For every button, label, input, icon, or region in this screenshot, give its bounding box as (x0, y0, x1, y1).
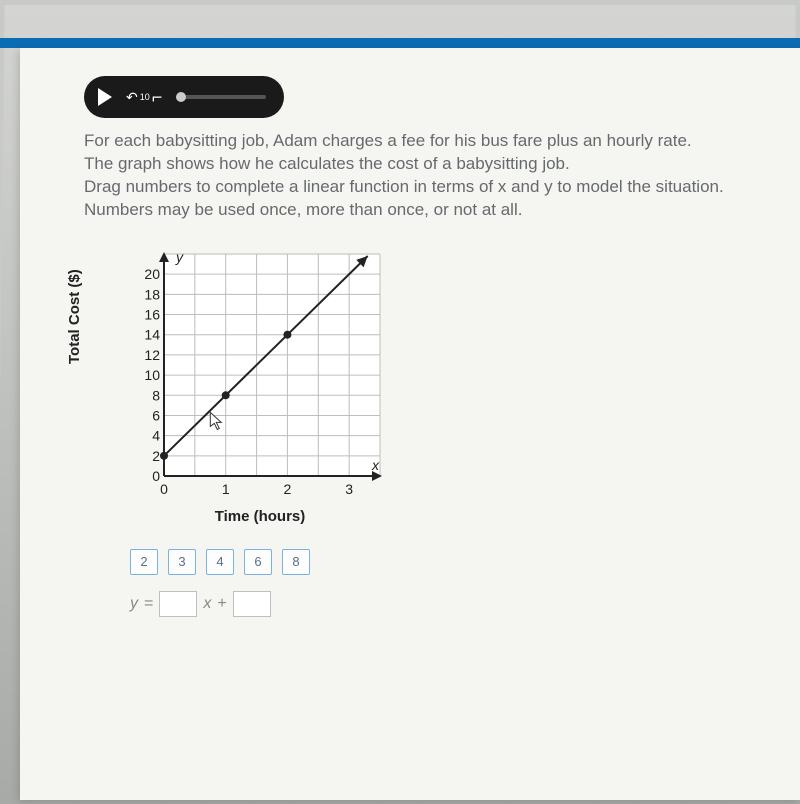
problem-page: ↶ 10 ⌐ For each babysitting job, Adam ch… (20, 48, 800, 800)
svg-text:20: 20 (144, 266, 160, 282)
svg-text:2: 2 (284, 481, 292, 497)
number-tiles: 23468 (130, 549, 392, 575)
equation-eq: = (144, 595, 153, 613)
svg-text:2: 2 (152, 448, 160, 464)
equation-op: + (217, 595, 226, 613)
problem-line-4: Numbers may be used once, more than once… (84, 199, 744, 222)
slope-drop-slot[interactable] (159, 591, 197, 617)
problem-line-1: For each babysitting job, Adam charges a… (84, 130, 744, 153)
line-chart: yx024681012141618200123 (130, 244, 390, 504)
svg-text:4: 4 (152, 427, 160, 443)
number-tile-4[interactable]: 4 (206, 549, 234, 575)
problem-text: For each babysitting job, Adam charges a… (84, 130, 744, 222)
equation: y = x + (130, 591, 392, 617)
svg-text:y: y (175, 249, 184, 265)
svg-text:14: 14 (144, 326, 160, 342)
number-tile-8[interactable]: 8 (282, 549, 310, 575)
svg-text:18: 18 (144, 286, 160, 302)
play-icon[interactable] (98, 88, 112, 106)
progress-slider[interactable] (176, 95, 266, 99)
svg-text:1: 1 (222, 481, 230, 497)
chart-area: Total Cost ($) yx024681012141618200123 T… (92, 244, 392, 617)
svg-text:10: 10 (144, 367, 160, 383)
y-axis-label: Total Cost ($) (66, 269, 83, 364)
replay-button[interactable]: ↶ 10 ⌐ (126, 88, 162, 106)
svg-text:0: 0 (160, 481, 168, 497)
svg-text:8: 8 (152, 387, 160, 403)
media-controls: ↶ 10 ⌐ (84, 76, 284, 118)
svg-text:x: x (371, 457, 380, 473)
equation-var: x (203, 595, 211, 613)
app-header-bar (0, 38, 800, 48)
problem-line-2: The graph shows how he calculates the co… (84, 153, 744, 176)
equation-lhs: y (130, 595, 138, 613)
svg-text:3: 3 (345, 481, 353, 497)
svg-text:6: 6 (152, 407, 160, 423)
svg-text:12: 12 (144, 347, 160, 363)
replay-seconds: 10 (140, 92, 150, 102)
svg-text:16: 16 (144, 306, 160, 322)
problem-line-3: Drag numbers to complete a linear functi… (84, 176, 744, 199)
intercept-drop-slot[interactable] (233, 591, 271, 617)
number-tile-2[interactable]: 2 (130, 549, 158, 575)
number-tile-3[interactable]: 3 (168, 549, 196, 575)
x-axis-label: Time (hours) (130, 508, 390, 525)
svg-text:0: 0 (152, 468, 160, 484)
number-tile-6[interactable]: 6 (244, 549, 272, 575)
